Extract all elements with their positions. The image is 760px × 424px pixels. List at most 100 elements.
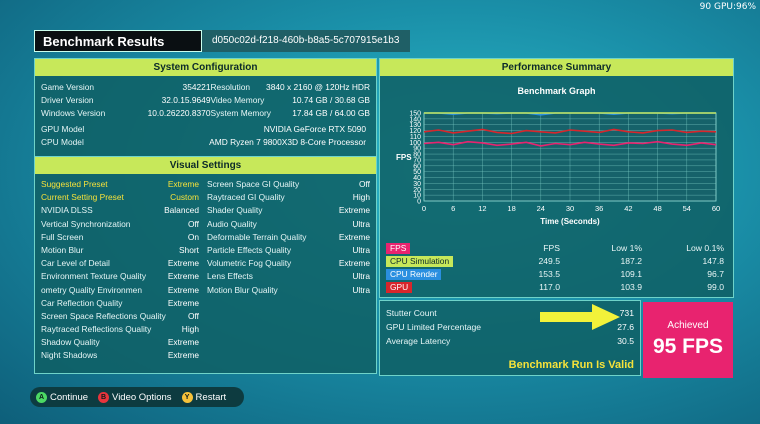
visual-setting-row: Screen Space GI Quality Off xyxy=(207,178,370,191)
visual-setting-value: Extreme xyxy=(167,271,199,282)
system-config-hardware: GPU Model NVIDIA GeForce RTX 5090 CPU Mode… xyxy=(35,121,376,149)
gpu-series-line xyxy=(423,128,717,135)
visual-setting-label: Shadow Quality xyxy=(41,337,100,348)
performance-summary-panel: Performance Summary Benchmark Graph 0 10 2… xyxy=(379,58,734,298)
visual-setting-row: Shadow Quality Extreme xyxy=(41,336,199,349)
visual-setting-label: Full Screen xyxy=(41,231,84,242)
hardware-label: GPU Model xyxy=(41,123,85,134)
visual-setting-row: Motion Blur Quality Ultra xyxy=(207,284,370,297)
visual-setting-label: Environment Texture Quality xyxy=(41,271,147,282)
y-tick-label: 110 xyxy=(410,134,421,141)
visual-setting-value: Extreme xyxy=(167,350,199,361)
visual-setting-value: On xyxy=(187,231,199,242)
visual-setting-value: Balanced xyxy=(164,205,199,216)
visual-setting-label: Raytraced GI Quality xyxy=(207,192,285,203)
x-tick-label: 6 xyxy=(451,204,455,213)
button-video-options[interactable]: B Video Options xyxy=(98,391,172,403)
stat-label: Stutter Count xyxy=(386,308,437,318)
visual-setting-value: Ultra xyxy=(352,218,370,229)
hardware-label: CPU Model xyxy=(41,136,84,147)
visual-setting-row: Raytraced Reflections Quality High xyxy=(41,323,199,336)
hardware-value: NVIDIA GeForce RTX 5090 xyxy=(263,123,366,134)
fps-table-name-cell: CPU Simulation xyxy=(386,255,482,268)
y-tick-label: 100 xyxy=(409,140,421,147)
y-tick-label: 0 xyxy=(417,199,421,206)
system-config-right: Resolution 3840 x 2160 @ 120Hz HDR Video M… xyxy=(210,81,370,121)
graph-title: Benchmark Graph xyxy=(517,86,596,96)
stat-row: Stutter Count 731 xyxy=(380,306,640,320)
fps-table-cell: 99.0 xyxy=(707,282,724,292)
visual-setting-label: Lens Effects xyxy=(207,271,253,282)
button-restart[interactable]: Y Restart xyxy=(181,391,226,403)
fps-table-row: CPU Simulation 249.5 187.2 147.8 xyxy=(386,255,729,268)
x-tick-label: 42 xyxy=(624,204,632,213)
x-tick-label: 60 xyxy=(712,204,720,213)
button-continue[interactable]: A Continue xyxy=(36,391,89,403)
fps-table-row: FPS FPS Low 1% Low 0.1% xyxy=(386,242,729,255)
fps-table-name-cell: GPU xyxy=(386,281,482,294)
stat-value: 27.6 xyxy=(617,322,634,332)
results-header: Benchmark Results d050c02d-f218-460b-b8a… xyxy=(34,30,410,52)
visual-setting-label: Deformable Terrain Quality xyxy=(207,231,307,242)
visual-setting-row: Shader Quality Extreme xyxy=(207,204,370,217)
fps-gpu-overlay: 90 GPU:96% xyxy=(699,2,756,12)
fps-table-cell: Low 0.1% xyxy=(686,243,724,253)
visual-setting-value: High xyxy=(352,192,370,203)
stat-row: GPU Limited Percentage 27.6 xyxy=(380,320,640,334)
fps-table: FPS FPS Low 1% Low 0.1% CPU Simulation 249.5 1… xyxy=(386,242,729,294)
fps-table-cell: 249.5 xyxy=(538,256,560,266)
fps-table-cell: 109.1 xyxy=(620,269,642,279)
visual-setting-row: ometry Quality Environmen Extreme xyxy=(41,284,199,297)
yellow-arrow-icon xyxy=(540,304,620,330)
visual-setting-value: Ultra xyxy=(352,244,370,255)
visual-setting-label: Particle Effects Quality xyxy=(207,244,292,255)
button-label: Continue xyxy=(50,391,89,403)
visual-setting-value: Ultra xyxy=(352,284,370,295)
button-label: Video Options xyxy=(112,391,172,403)
system-config-row: Video Memory 10.74 GB / 30.68 GB xyxy=(210,94,370,107)
run-id: d050c02d-f218-460b-b8a5-5c707915e1b3 xyxy=(202,30,410,52)
y-axis-label: FPS xyxy=(396,153,412,162)
visual-setting-label: Shader Quality xyxy=(207,205,263,216)
y-tick-label: 70 xyxy=(413,157,421,164)
visual-setting-value: Extreme xyxy=(167,337,199,348)
visual-setting-label: Volumetric Fog Quality xyxy=(207,258,292,269)
fps-table-name-cell: FPS xyxy=(386,242,482,255)
visual-setting-value: Extreme xyxy=(167,258,199,269)
visual-setting-label: Audio Quality xyxy=(207,218,257,229)
fps-table-cell: Low 1% xyxy=(611,243,642,253)
fps-table-cell: 187.2 xyxy=(620,256,642,266)
stats-panel: Stutter Count 731 GPU Limited Percentage 27… xyxy=(379,300,641,376)
stat-value: 30.5 xyxy=(617,336,634,346)
visual-setting-value: Extreme xyxy=(338,258,370,269)
y-tick-label: 60 xyxy=(413,163,421,170)
visual-setting-value: Ultra xyxy=(352,271,370,282)
system-config-left: Game Version 354221 Driver Version 32.0.15.… xyxy=(41,81,210,121)
x-axis-label: Time (Seconds) xyxy=(540,217,600,226)
stat-row: Average Latency 30.5 xyxy=(380,334,640,348)
visual-setting-row: Full Screen On xyxy=(41,231,199,244)
x-tick-label: 36 xyxy=(595,204,603,213)
system-config-label: Video Memory xyxy=(210,95,265,106)
visual-setting-label: ometry Quality Environmen xyxy=(41,284,143,295)
y-tick-label: 30 xyxy=(413,181,421,188)
visual-setting-row: Car Reflection Quality Extreme xyxy=(41,297,199,310)
achieved-value: 95 FPS xyxy=(652,335,724,358)
visual-setting-label: Motion Blur Quality xyxy=(207,284,278,295)
series-tag: CPU Simulation xyxy=(386,256,454,267)
x-tick-label: 54 xyxy=(683,204,691,213)
visual-setting-row: Current Setting Preset Custom xyxy=(41,191,199,204)
x-tick-label: 30 xyxy=(566,204,574,213)
visual-setting-value: Extreme xyxy=(338,231,370,242)
visual-setting-row: Environment Texture Quality Extreme xyxy=(41,270,199,283)
visual-setting-value: Custom xyxy=(170,192,199,203)
visual-setting-row: Screen Space Reflections Quality Off xyxy=(41,310,199,323)
y-tick-label: 130 xyxy=(409,122,421,129)
visual-setting-label: Night Shadows xyxy=(41,350,98,361)
system-config-value: 10.0.26220.8370 xyxy=(147,108,211,119)
hardware-row: CPU Model AMD Ryzen 7 9800X3D 8-Core Proc… xyxy=(41,136,370,149)
system-config-label: Driver Version xyxy=(41,95,94,106)
series-tag: CPU Render xyxy=(386,269,442,280)
visual-setting-value: Extreme xyxy=(167,297,199,308)
x-tick-label: 18 xyxy=(507,204,515,213)
